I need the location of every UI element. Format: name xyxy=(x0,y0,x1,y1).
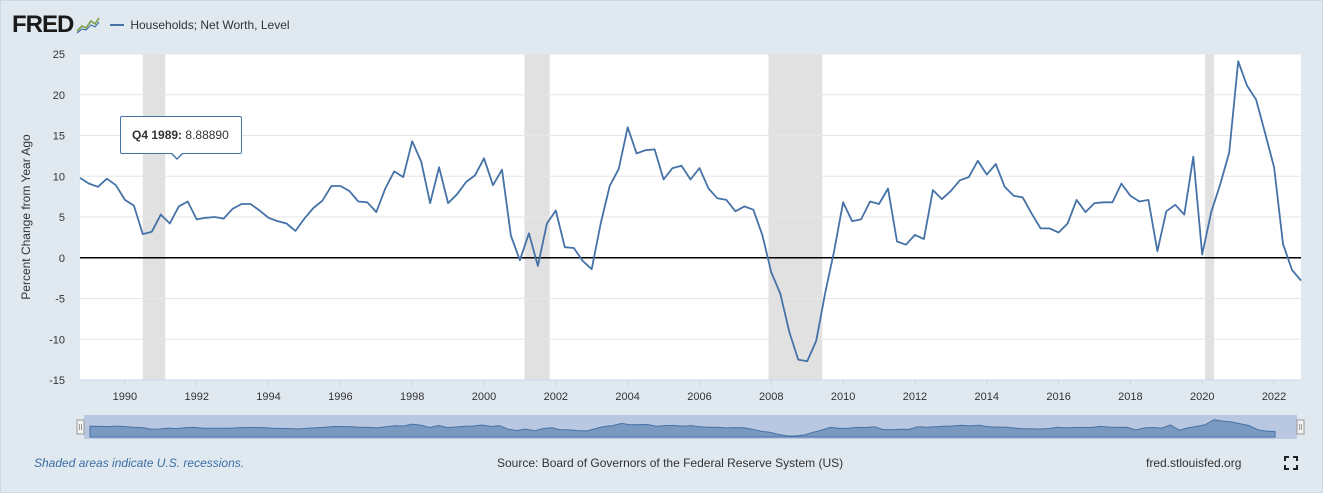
chart-header: FRED Households; Net Worth, Level xyxy=(12,10,290,40)
x-tick-label: 1994 xyxy=(256,391,280,403)
x-tick-label: 2002 xyxy=(544,391,568,403)
source-text: Source: Board of Governors of the Federa… xyxy=(497,456,844,470)
navigator[interactable] xyxy=(76,415,1305,439)
legend-label: Households; Net Worth, Level xyxy=(130,18,290,32)
y-tick-label: -10 xyxy=(49,334,65,346)
y-tick-label: 25 xyxy=(53,49,65,61)
fullscreen-icon[interactable] xyxy=(1284,456,1298,470)
x-tick-label: 2020 xyxy=(1190,391,1214,403)
site-link[interactable]: fred.stlouisfed.org xyxy=(1146,456,1242,470)
y-tick-label: 20 xyxy=(53,90,65,102)
legend-swatch xyxy=(110,24,125,26)
recession-note[interactable]: Shaded areas indicate U.S. recessions. xyxy=(34,456,245,470)
tooltip-label: Q4 1989: xyxy=(132,128,183,142)
tooltip-value: 8.88890 xyxy=(185,128,229,142)
fred-logo-text: FRED xyxy=(12,11,74,38)
x-tick-label: 1992 xyxy=(184,391,208,403)
y-tick-label: 5 xyxy=(59,212,65,224)
tooltip: Q4 1989: 8.88890 xyxy=(120,116,242,154)
x-tick-label: 1998 xyxy=(400,391,424,403)
x-tick-label: 2018 xyxy=(1118,391,1142,403)
y-tick-label: 0 xyxy=(59,253,65,265)
x-tick-label: 2022 xyxy=(1262,391,1286,403)
x-tick-label: 1990 xyxy=(113,391,137,403)
x-tick-label: 2010 xyxy=(831,391,855,403)
x-tick-label: 2008 xyxy=(759,391,783,403)
series-line[interactable] xyxy=(79,60,1302,363)
x-tick-label: 2000 xyxy=(472,391,496,403)
x-tick-label: 2016 xyxy=(1046,391,1070,403)
y-tick-label: -5 xyxy=(55,294,65,306)
x-tick-label: 2004 xyxy=(615,391,639,403)
y-axis-label: Percent Change from Year Ago xyxy=(19,134,33,300)
x-tick-label: 2012 xyxy=(903,391,927,403)
fred-logo[interactable]: FRED xyxy=(12,11,101,39)
y-tick-label: -15 xyxy=(49,375,65,387)
x-tick-label: 2006 xyxy=(687,391,711,403)
x-tick-label: 1996 xyxy=(328,391,352,403)
y-tick-label: 15 xyxy=(53,131,65,143)
navigator-handle-left[interactable] xyxy=(76,419,85,435)
navigator-handle-right[interactable] xyxy=(1296,419,1305,435)
chart-line-icon xyxy=(76,17,101,34)
x-tick-label: 2014 xyxy=(975,391,999,403)
navigator-series xyxy=(89,419,1276,438)
y-tick-label: 10 xyxy=(53,171,65,183)
legend[interactable]: Households; Net Worth, Level xyxy=(110,18,290,32)
